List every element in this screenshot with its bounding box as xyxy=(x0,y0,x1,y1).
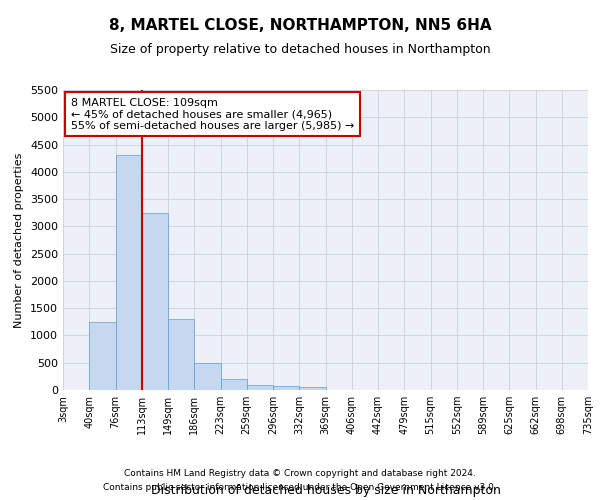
Bar xyxy=(221,379,247,390)
Y-axis label: Number of detached properties: Number of detached properties xyxy=(14,152,25,328)
Bar xyxy=(273,386,299,390)
X-axis label: Distribution of detached houses by size in Northampton: Distribution of detached houses by size … xyxy=(151,484,500,498)
Bar xyxy=(299,388,325,390)
Bar xyxy=(115,156,142,390)
Text: 8, MARTEL CLOSE, NORTHAMPTON, NN5 6HA: 8, MARTEL CLOSE, NORTHAMPTON, NN5 6HA xyxy=(109,18,491,32)
Text: Size of property relative to detached houses in Northampton: Size of property relative to detached ho… xyxy=(110,42,490,56)
Bar xyxy=(168,319,194,390)
Text: Contains public sector information licensed under the Open Government Licence v3: Contains public sector information licen… xyxy=(103,484,497,492)
Bar xyxy=(89,322,115,390)
Bar xyxy=(247,384,273,390)
Bar xyxy=(142,212,168,390)
Bar xyxy=(194,362,221,390)
Text: 8 MARTEL CLOSE: 109sqm
← 45% of detached houses are smaller (4,965)
55% of semi-: 8 MARTEL CLOSE: 109sqm ← 45% of detached… xyxy=(71,98,354,130)
Text: Contains HM Land Registry data © Crown copyright and database right 2024.: Contains HM Land Registry data © Crown c… xyxy=(124,468,476,477)
